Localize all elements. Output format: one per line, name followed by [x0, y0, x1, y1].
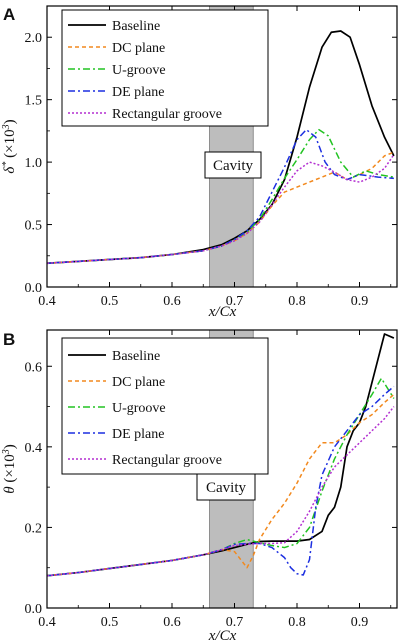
legend-label: DE plane	[112, 85, 164, 100]
legend-label: U-groove	[112, 63, 166, 78]
x-tick-label: 0.5	[101, 294, 119, 309]
cavity-label-box	[204, 151, 262, 179]
legend-label: Baseline	[112, 349, 160, 364]
x-tick-label: 0.8	[288, 615, 306, 630]
legend-label: Rectangular groove	[112, 453, 222, 468]
x-tick-label: 0.7	[226, 615, 244, 630]
legend-label: U-groove	[112, 401, 166, 416]
x-tick-label: 0.8	[288, 294, 306, 309]
y-tick-label: 0.0	[25, 602, 43, 617]
x-axis-title: x/Cx	[208, 628, 237, 643]
x-tick-label: 0.7	[226, 294, 244, 309]
plot-frame	[46, 5, 398, 288]
series-line-de-plane	[47, 128, 394, 265]
x-tick-label: 0.9	[351, 615, 369, 630]
panel-letter: B	[3, 330, 15, 349]
x-tick-label: 0.5	[101, 615, 119, 630]
legend-label: Rectangular groove	[112, 107, 222, 122]
plot-frame	[46, 329, 398, 609]
legend-box	[61, 337, 269, 475]
panel-b: 0.4 0.5 0.6 0.7 0.8 0.9 0.0 0.2 0.4 0.6 Bx/Cx θ (×1…	[1, 329, 398, 643]
y-tick-label: 0.5	[25, 219, 43, 234]
cavity-label: Cavity	[206, 480, 246, 496]
y-tick-label: 0.4	[25, 441, 43, 456]
x-tick-label: 0.4	[38, 294, 56, 309]
legend-label: Baseline	[112, 19, 160, 34]
legend-label: DC plane	[112, 41, 165, 56]
legend-box	[61, 9, 269, 127]
legend: Baseline DC plane U-groove DE plane Rectangu…	[61, 337, 269, 475]
series-lines	[47, 333, 395, 577]
y-tick-label: 1.0	[25, 156, 43, 171]
series-line-u-groove	[47, 128, 394, 265]
y-axis-title: θ (×103)	[1, 444, 19, 494]
series-line-rectangular-groove	[47, 154, 395, 265]
panel-letter: A	[3, 5, 15, 24]
x-tick-label: 0.6	[163, 615, 181, 630]
y-tick-label: 0.2	[25, 521, 43, 536]
series-lines	[47, 30, 395, 265]
panel-a: 0.4 0.5 0.6 0.7 0.8 0.9 0.0 0.5 1.0 1.5 2.0 Ax/Cx δ*…	[1, 5, 398, 320]
y-tick-label: 2.0	[25, 31, 43, 46]
y-tick-label: 0.0	[25, 281, 43, 296]
cavity-label: Cavity	[213, 158, 253, 174]
x-axis-title: x/Cx	[208, 304, 237, 320]
y-tick-label: 0.6	[25, 360, 43, 375]
legend-label: DC plane	[112, 375, 165, 390]
x-tick-label: 0.9	[351, 294, 369, 309]
legend: Baseline DC plane U-groove DE plane Rectangu…	[61, 9, 269, 127]
series-line-rectangular-groove	[47, 406, 395, 577]
legend-label: DE plane	[112, 427, 164, 442]
y-tick-label: 1.5	[25, 94, 43, 109]
x-tick-label: 0.6	[163, 294, 181, 309]
x-tick-label: 0.4	[38, 615, 56, 630]
series-line-u-groove	[47, 377, 395, 577]
y-axis-title: δ* (×103)	[1, 119, 19, 173]
